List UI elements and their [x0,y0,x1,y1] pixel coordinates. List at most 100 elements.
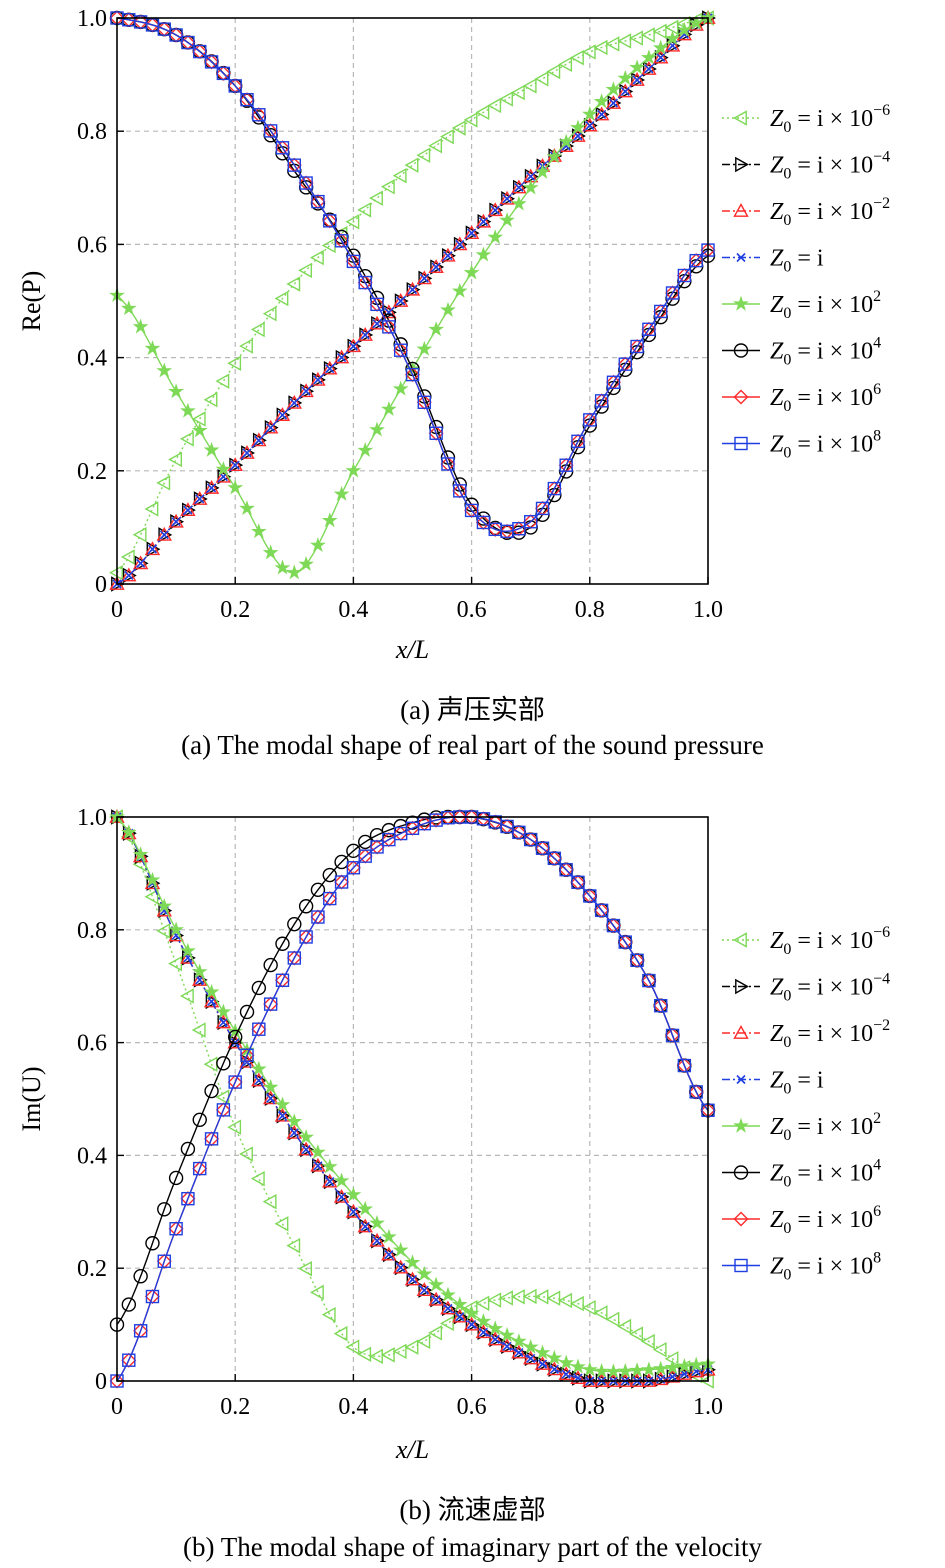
data-point [215,1014,232,1029]
data-point [534,1344,551,1360]
data-point [346,254,361,269]
data-point [605,95,622,109]
data-point [689,1085,703,1099]
data-point [122,1353,136,1367]
data-point [546,63,561,80]
legend-item: Z0 = i × 104 [722,1157,881,1191]
data-point [629,59,645,75]
data-point [524,515,538,529]
data-point [487,1331,503,1346]
data-point [289,398,299,408]
caption-en-a: (a) The modal shape of real part of the … [181,730,764,760]
data-point [608,98,619,108]
data-point [263,957,278,973]
data-point [192,971,208,986]
data-point [514,1348,524,1358]
data-point [392,167,407,184]
data-point [251,523,267,539]
legend-item: Z0 = i × 10−6 [722,102,890,136]
data-point [274,407,291,421]
data-point [286,276,301,292]
legend-label: Z0 = i × 102 [770,1110,881,1144]
data-point [431,262,441,272]
data-point [168,451,183,468]
x-tick-label: 1.0 [693,1394,723,1420]
data-point [262,1078,279,1094]
data-point [191,1022,206,1038]
data-point [333,485,350,501]
data-point [667,1372,678,1382]
data-point [570,119,586,135]
legend-label: Z0 = i × 10−2 [770,1017,890,1051]
data-point [524,168,539,185]
data-point [277,1111,288,1121]
data-point [312,1158,326,1174]
data-point [274,1107,291,1122]
data-point [168,921,185,937]
data-point [487,1320,504,1336]
data-point [465,225,480,241]
data-point [227,479,244,495]
data-point [583,889,597,903]
data-point [522,179,539,195]
data-point [514,182,524,193]
data-point [654,1371,669,1387]
data-point [581,44,596,60]
data-point [144,541,161,556]
data-point [121,1297,137,1312]
data-point [360,330,370,340]
data-point [666,1369,681,1385]
data-point [535,841,550,855]
data-point [416,340,433,356]
data-point [251,1060,267,1076]
data-point [475,213,492,228]
data-point [311,910,325,924]
y-tick-label: 0.8 [77,119,107,145]
data-point [394,293,409,309]
data-point [463,225,480,239]
data-point [629,1326,643,1342]
data-point [581,1299,596,1316]
data-point [323,214,337,228]
data-point [512,825,526,840]
data-point [654,998,668,1013]
data-point [298,556,314,571]
data-point [419,273,429,283]
data-point [254,435,264,445]
data-point [546,1290,561,1306]
data-point [380,179,395,195]
data-point [559,458,573,472]
data-point [159,530,169,540]
data-point [227,1119,242,1135]
data-point [593,1363,610,1378]
data-point [404,157,419,173]
data-point [299,930,313,944]
legend-item: Z0 = i × 10−2 [722,1017,890,1051]
data-point [191,411,206,427]
data-point [158,527,173,543]
y-tick-label: 0.2 [77,1256,107,1282]
data-point [239,500,255,516]
data-point [323,1173,338,1190]
data-point [452,236,468,251]
data-point [453,484,467,498]
data-point [499,190,515,205]
data-point [688,1356,704,1372]
data-point [369,190,383,206]
data-point [309,249,324,266]
series-1 [111,809,716,1389]
data-point [322,360,338,375]
data-point [195,494,205,504]
data-point [370,297,384,312]
data-point [381,1246,397,1261]
data-point [144,501,159,517]
data-point [656,53,666,63]
legend-label: Z0 = i × 102 [770,288,881,322]
data-point [442,248,456,264]
legend: Z0 = i × 10−6 Z0 = i × 10−4 Z0 = i × 10−2 Z… [722,924,890,1284]
data-point [585,120,595,131]
series-7 [110,11,715,539]
data-point [333,1172,350,1188]
data-point [276,407,291,423]
data-point [475,104,490,121]
